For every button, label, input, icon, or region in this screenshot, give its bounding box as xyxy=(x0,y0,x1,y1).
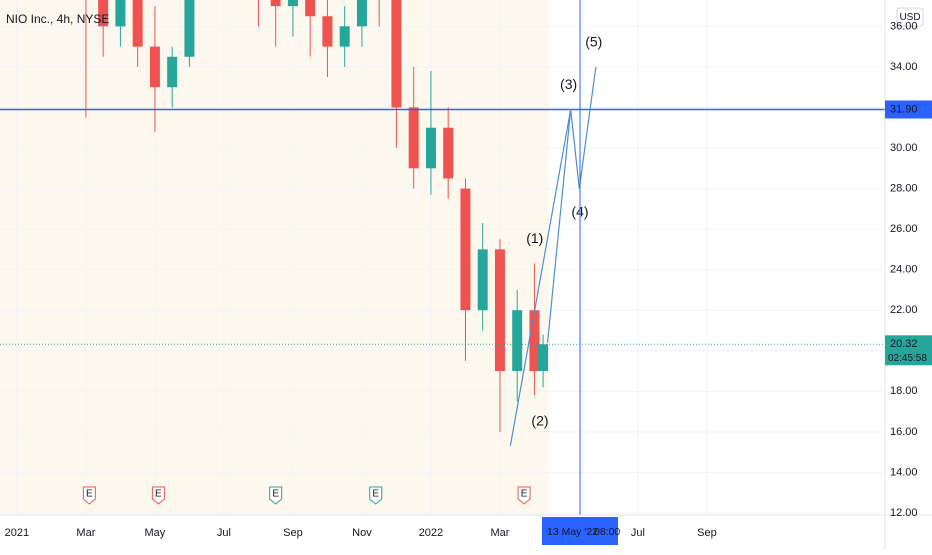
wave-label: (1) xyxy=(526,230,543,246)
cursor-tag xyxy=(541,517,618,545)
last-price-tag xyxy=(885,335,932,366)
y-tick-label: 24.00 xyxy=(890,264,918,276)
plot-area: E E E E E(1)(2)(3)(4)(5) xyxy=(0,0,885,515)
y-tick-label: 26.00 xyxy=(890,223,918,235)
x-tick-label: Sep xyxy=(283,527,303,539)
event-marker xyxy=(369,486,383,505)
event-marker xyxy=(517,486,531,505)
candle-body xyxy=(391,0,402,108)
currency[interactable]: USD xyxy=(899,12,920,23)
y-tick-label: 30.00 xyxy=(890,142,918,154)
x-tick-label: Jul xyxy=(217,527,231,539)
wave-line xyxy=(546,109,572,343)
price-line-tag xyxy=(885,100,932,119)
candle-body xyxy=(339,26,350,47)
wave-label: (3) xyxy=(560,76,577,92)
countdown: 02:45:58 xyxy=(888,353,927,364)
x-tick-label: 2021 xyxy=(5,527,29,539)
candle-body xyxy=(477,249,488,311)
wave-line xyxy=(509,66,597,447)
y-tick-label: 28.00 xyxy=(890,182,918,194)
event-label: E xyxy=(521,489,528,500)
event-label: E xyxy=(272,489,279,500)
x-tick-label: 2022 xyxy=(419,527,443,539)
x-tick-label: Nov xyxy=(352,527,372,539)
candle-body xyxy=(270,0,281,7)
candle-body xyxy=(443,127,454,179)
candle-body xyxy=(149,46,160,88)
candle-body xyxy=(115,0,126,27)
candle-body xyxy=(408,107,419,169)
candle-body xyxy=(322,16,333,47)
candle-body xyxy=(287,0,298,7)
candle-body xyxy=(529,310,540,372)
x-tick-label: Mar xyxy=(490,527,509,539)
y-tick-label: 22.00 xyxy=(890,304,918,316)
cursor-date: 13 May '22 xyxy=(547,526,598,538)
session-background xyxy=(0,0,550,515)
event-label: E xyxy=(86,489,93,500)
candle-body xyxy=(167,56,178,88)
y-tick-label: 14.00 xyxy=(890,466,918,478)
candle-body xyxy=(305,0,316,17)
x-tick-label: May xyxy=(145,527,166,539)
candle-body xyxy=(98,0,109,27)
wave-label: (5) xyxy=(585,33,602,49)
price-line-label: 31.90 xyxy=(890,103,918,115)
chart-title: NIO Inc., 4h, NYSE xyxy=(6,12,109,26)
last-price-label: 20.32 xyxy=(890,338,918,350)
candle-body xyxy=(460,188,471,311)
event-label: E xyxy=(155,489,162,500)
y-tick-label: 36.00 xyxy=(890,20,918,32)
x-tick-label: Mar xyxy=(76,527,95,539)
cursor-time: 08:00 xyxy=(594,526,620,538)
candle-body xyxy=(494,249,505,372)
candle-body xyxy=(538,344,549,372)
candle-body xyxy=(132,0,143,47)
y-tick-label: 12.00 xyxy=(890,507,918,519)
candle-body xyxy=(184,0,195,57)
y-tick-label: 16.00 xyxy=(890,426,918,438)
y-tick-label: 34.00 xyxy=(890,61,918,73)
candle-body xyxy=(425,127,436,169)
wave-label: (2) xyxy=(531,412,548,428)
candle-body xyxy=(512,310,523,372)
x-tick-label: Sep xyxy=(697,527,717,539)
event-marker xyxy=(269,486,283,505)
event-marker xyxy=(82,486,96,505)
x-tick-label: Jul xyxy=(631,527,645,539)
event-marker xyxy=(151,486,165,505)
currency-button[interactable] xyxy=(896,7,924,27)
y-tick-label: 18.00 xyxy=(890,385,918,397)
event-label: E xyxy=(372,489,379,500)
candle-body xyxy=(356,0,367,27)
